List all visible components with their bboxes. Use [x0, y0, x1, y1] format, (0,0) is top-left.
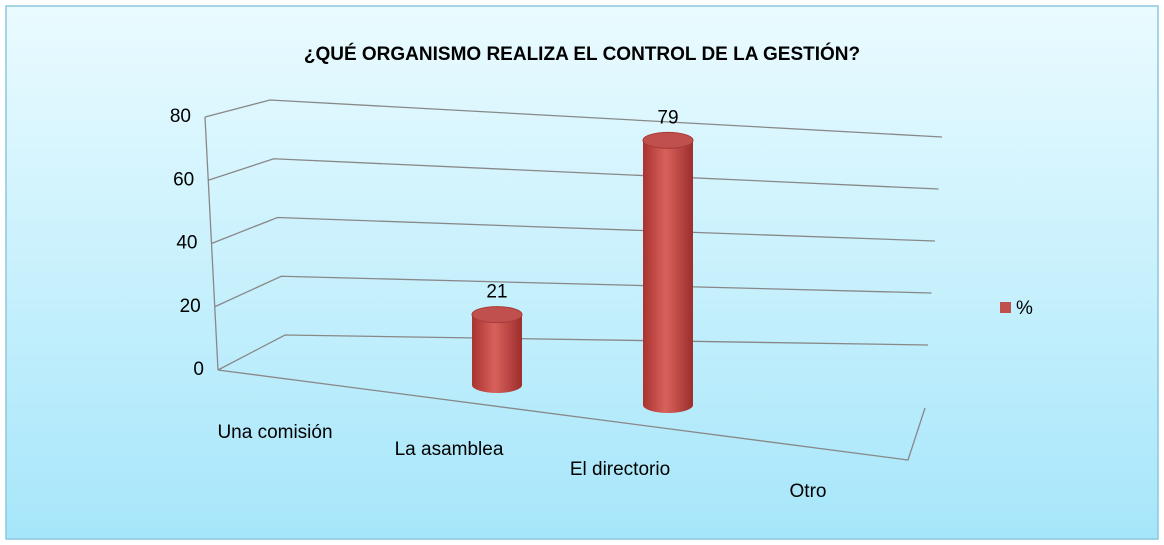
grid-line [211, 216, 936, 245]
grid-line [217, 334, 929, 371]
grid-line [204, 99, 943, 138]
x-tick-label: Otro [790, 481, 827, 502]
chart-title: ¿QUÉ ORGANISMO REALIZA EL CONTROL DE LA … [304, 43, 860, 65]
chart-background [5, 5, 1159, 540]
y-tick-label: 60 [173, 169, 194, 190]
x-tick-label: Una comisión [217, 422, 332, 443]
value-label: 79 [657, 107, 678, 128]
grid-line [214, 275, 932, 308]
bar [472, 314, 522, 393]
x-tick-label: La asamblea [395, 439, 504, 460]
legend-swatch [1000, 302, 1011, 313]
value-label: 21 [486, 282, 507, 303]
floor-edge [217, 369, 926, 461]
bar-top [471, 306, 523, 324]
y-tick-label: 40 [176, 233, 197, 254]
bar [643, 140, 693, 413]
y-tick-label: 80 [170, 106, 191, 127]
legend-label: % [1016, 298, 1033, 319]
x-tick-label: El directorio [570, 459, 670, 480]
grid-line [208, 158, 939, 190]
y-tick-label: 20 [180, 296, 201, 317]
bar-top [642, 131, 694, 149]
y-tick-label: 0 [193, 359, 204, 380]
